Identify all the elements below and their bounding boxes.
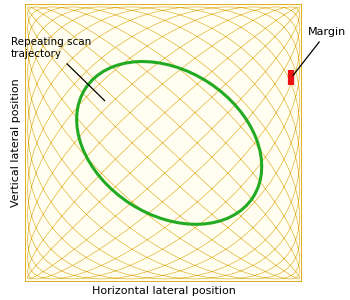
Text: Margin: Margin — [293, 27, 346, 76]
X-axis label: Horizontal lateral position: Horizontal lateral position — [92, 286, 236, 296]
Text: Repeating scan
trajectory: Repeating scan trajectory — [11, 38, 105, 101]
FancyBboxPatch shape — [25, 4, 302, 282]
Y-axis label: Vertical lateral position: Vertical lateral position — [11, 79, 21, 207]
